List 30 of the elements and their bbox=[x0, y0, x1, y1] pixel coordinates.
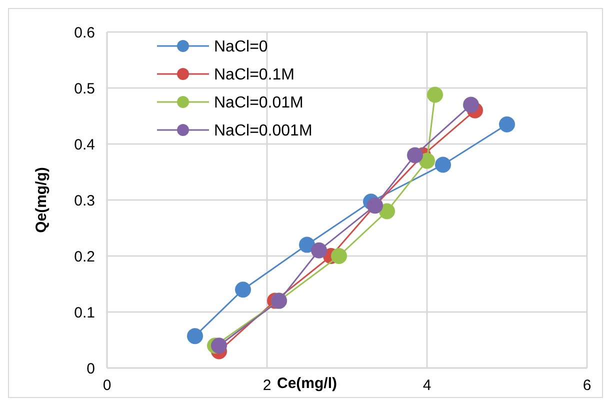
point bbox=[407, 147, 423, 164]
x-tick-label: 4 bbox=[422, 377, 432, 394]
y-tick-label: 0.4 bbox=[74, 136, 95, 154]
y-tick-label: 0.5 bbox=[74, 80, 95, 98]
point bbox=[427, 86, 443, 103]
x-tick-label: 6 bbox=[582, 377, 592, 394]
point bbox=[379, 203, 395, 220]
y-tick-label: 0.2 bbox=[74, 248, 95, 266]
point bbox=[499, 116, 515, 132]
x-tick-label: 0 bbox=[102, 377, 112, 394]
y-tick-label: 0 bbox=[86, 360, 95, 378]
point bbox=[311, 242, 327, 258]
y-axis-title: Qe(mg/g) bbox=[33, 167, 50, 233]
y-tick-label: 0.6 bbox=[74, 24, 95, 42]
y-tick-label: 0.3 bbox=[74, 192, 95, 210]
legend-label: NaCl=0.01M bbox=[214, 94, 304, 112]
point bbox=[187, 328, 203, 344]
legend-label: NaCl=0 bbox=[214, 38, 268, 56]
legend-label: NaCl=0.001M bbox=[214, 122, 312, 140]
point bbox=[211, 338, 227, 354]
point bbox=[299, 236, 315, 253]
point bbox=[435, 156, 451, 173]
point bbox=[463, 96, 479, 113]
legend-label: NaCl=0.1M bbox=[214, 66, 294, 84]
x-tick-label: 2 bbox=[262, 377, 272, 394]
point bbox=[419, 152, 435, 169]
point bbox=[331, 248, 347, 264]
y-tick-label: 0.1 bbox=[74, 304, 95, 322]
x-axis-title: Ce(mg/l) bbox=[277, 375, 338, 392]
point bbox=[235, 282, 251, 298]
